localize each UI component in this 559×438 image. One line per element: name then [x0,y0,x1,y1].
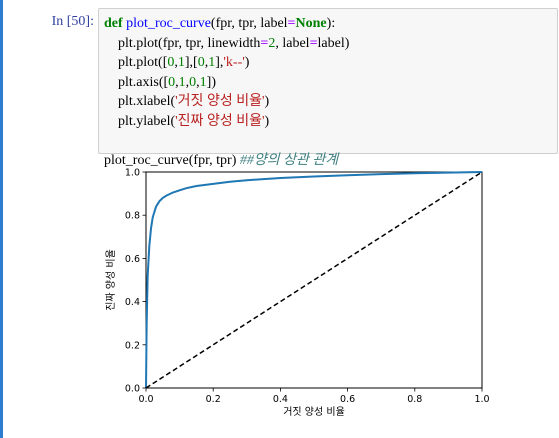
operator: = [260,35,269,51]
y-tick-label: 0.0 [125,384,140,395]
code-line-5: plt.xlabel('거짓 양성 비율') [118,94,269,109]
code-comment: ##양의 상관 관계 [239,152,339,168]
code-text: ): [326,16,336,31]
code-text: plt.plot(fpr, tpr, linewidth [118,35,261,51]
cell-output: 0.0 0.2 0.4 0.6 0.8 1.0 0.0 0.2 0.4 0.6 0.8 1.0 거짓… [100,158,500,433]
code-text: , [196,74,200,90]
code-text: ) [264,94,270,109]
number-literal: 2 [268,35,276,51]
code-line-4: plt.axis([0,1,0,1]) [118,75,216,90]
number-literal: 0 [167,55,175,70]
code-text: , [185,74,190,90]
code-line-8: plot_roc_curve(fpr, tpr) ##양의 상관 관계 [104,153,338,168]
code-text: , [175,74,179,90]
code-text: ) [264,113,270,129]
number-literal: 0 [168,74,176,90]
code-text: , label [275,35,310,51]
y-tick-label: 0.4 [125,297,140,308]
code-cell-editor[interactable]: def plot_roc_curve(fpr, tpr, label=None)… [98,8,558,168]
function-name: plot_roc_curve [126,16,211,31]
y-axis-label: 진짜 양성 비율 [105,249,117,311]
code-line-6: plt.ylabel('진짜 양성 비율') [118,114,269,129]
x-tick-label: 0.8 [407,394,422,405]
y-tick-label: 0.2 [125,340,140,351]
code-text: ]) [206,74,216,90]
code-text: (fpr, tpr, label [210,16,288,31]
operator: = [309,35,318,51]
code-text: label) [317,35,350,51]
code-text: plt.xlabel( [118,94,176,109]
x-axis-label: 거짓 양성 비율 [283,406,345,418]
keyword-def: def [104,16,123,31]
code-text: , [204,55,209,70]
y-tick-label: 1.0 [125,168,140,179]
cell-selection-bar [0,0,3,438]
code-line-3: plt.plot([0,1],[0,1],'k--') [118,55,249,70]
y-tick-label: 0.8 [125,211,140,222]
y-axis-ticks: 0.0 0.2 0.4 0.6 0.8 1.0 [125,168,146,395]
code-line-1: def plot_roc_curve(fpr, tpr, label=None)… [104,16,335,31]
x-tick-label: 1.0 [474,394,489,405]
code-text: , [174,55,178,70]
code-block[interactable]: def plot_roc_curve(fpr, tpr, label=None)… [104,14,349,170]
constant-none: None [295,16,327,31]
x-tick-label: 0.6 [340,394,355,405]
x-tick-label: 0.2 [206,394,221,405]
number-literal: 1 [199,74,207,90]
x-tick-label: 0.4 [273,394,288,405]
code-text: ],[ [184,55,198,70]
operator: = [287,16,296,31]
roc-curve-line [145,171,483,389]
string-literal: '진짜 양성 비율' [175,113,265,129]
roc-curve-chart: 0.0 0.2 0.4 0.6 0.8 1.0 0.0 0.2 0.4 0.6 0.8 1.0 거짓… [105,168,490,419]
number-literal: 0 [189,74,197,90]
x-axis-ticks: 0.0 0.2 0.4 0.6 0.8 1.0 [138,388,490,405]
x-tick-label: 0.0 [138,394,153,405]
code-text: plt.ylabel( [118,113,176,129]
y-tick-label: 0.6 [125,254,140,265]
diagonal-reference-line [145,171,483,389]
string-literal: '거짓 양성 비율' [175,94,265,109]
number-literal: 0 [197,55,205,70]
number-literal: 1 [178,74,186,90]
code-text: plot_roc_curve(fpr, tpr) [104,152,240,168]
input-prompt: In [50]: [51,14,94,29]
code-line-2: plt.plot(fpr, tpr, linewidth=2, label=la… [118,36,349,51]
code-text: plt.axis([ [118,74,169,90]
code-text: plt.plot([ [118,55,168,70]
string-literal: 'k--' [223,55,245,70]
code-text: ) [244,55,250,70]
code-text: ], [215,55,224,70]
number-literal: 1 [177,55,185,70]
number-literal: 1 [208,55,216,70]
plot-lines [145,171,483,389]
